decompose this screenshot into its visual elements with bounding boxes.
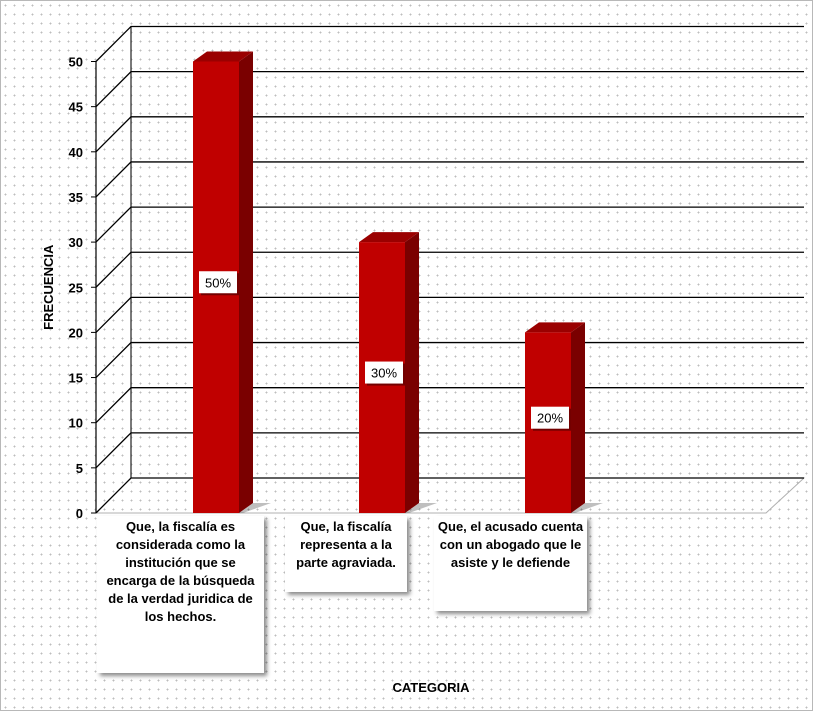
- y-tick-label: 25: [69, 280, 83, 295]
- data-label-box: [199, 271, 237, 294]
- bar-side: [239, 51, 253, 513]
- data-label: 30%: [371, 366, 397, 381]
- data-label-box: [365, 361, 403, 384]
- data-label: 50%: [205, 275, 231, 290]
- bar-top: [193, 51, 253, 62]
- bar-top: [359, 232, 419, 243]
- gridline: [95, 251, 804, 288]
- y-tick-label: 45: [69, 100, 83, 115]
- x-axis-title: CATEGORIA: [392, 680, 470, 695]
- bar-shadow: [405, 503, 437, 513]
- gridline: [95, 25, 804, 62]
- y-tick-label: 40: [69, 145, 83, 160]
- gridline: [95, 206, 804, 243]
- data-label-box: [531, 406, 569, 429]
- bar-side: [571, 322, 585, 513]
- gridline: [95, 161, 804, 198]
- y-tick-label: 20: [69, 325, 83, 340]
- x-category-label: Que, la fiscalía representa a la parte a…: [285, 516, 407, 592]
- bar-shadow: [571, 503, 603, 513]
- bar-top: [525, 322, 585, 333]
- y-tick-label: 15: [69, 371, 83, 386]
- gridline: [95, 296, 804, 333]
- gridline: [95, 71, 804, 108]
- y-tick-label: 50: [69, 55, 83, 70]
- gridline: [95, 116, 804, 153]
- y-tick-label: 30: [69, 235, 83, 250]
- bar-shadow: [239, 503, 271, 513]
- y-tick-label: 5: [76, 461, 83, 476]
- x-category-label: Que, el acusado cuenta con un abogado qu…: [434, 516, 587, 611]
- data-label: 20%: [537, 411, 563, 426]
- y-tick-label: 0: [76, 506, 83, 521]
- y-tick-label: 10: [69, 416, 83, 431]
- bar-side: [405, 232, 419, 513]
- y-tick-label: 35: [69, 190, 83, 205]
- x-category-label: Que, la fiscalía es considerada como la …: [97, 516, 264, 673]
- y-axis-title: FRECUENCIA: [41, 244, 56, 330]
